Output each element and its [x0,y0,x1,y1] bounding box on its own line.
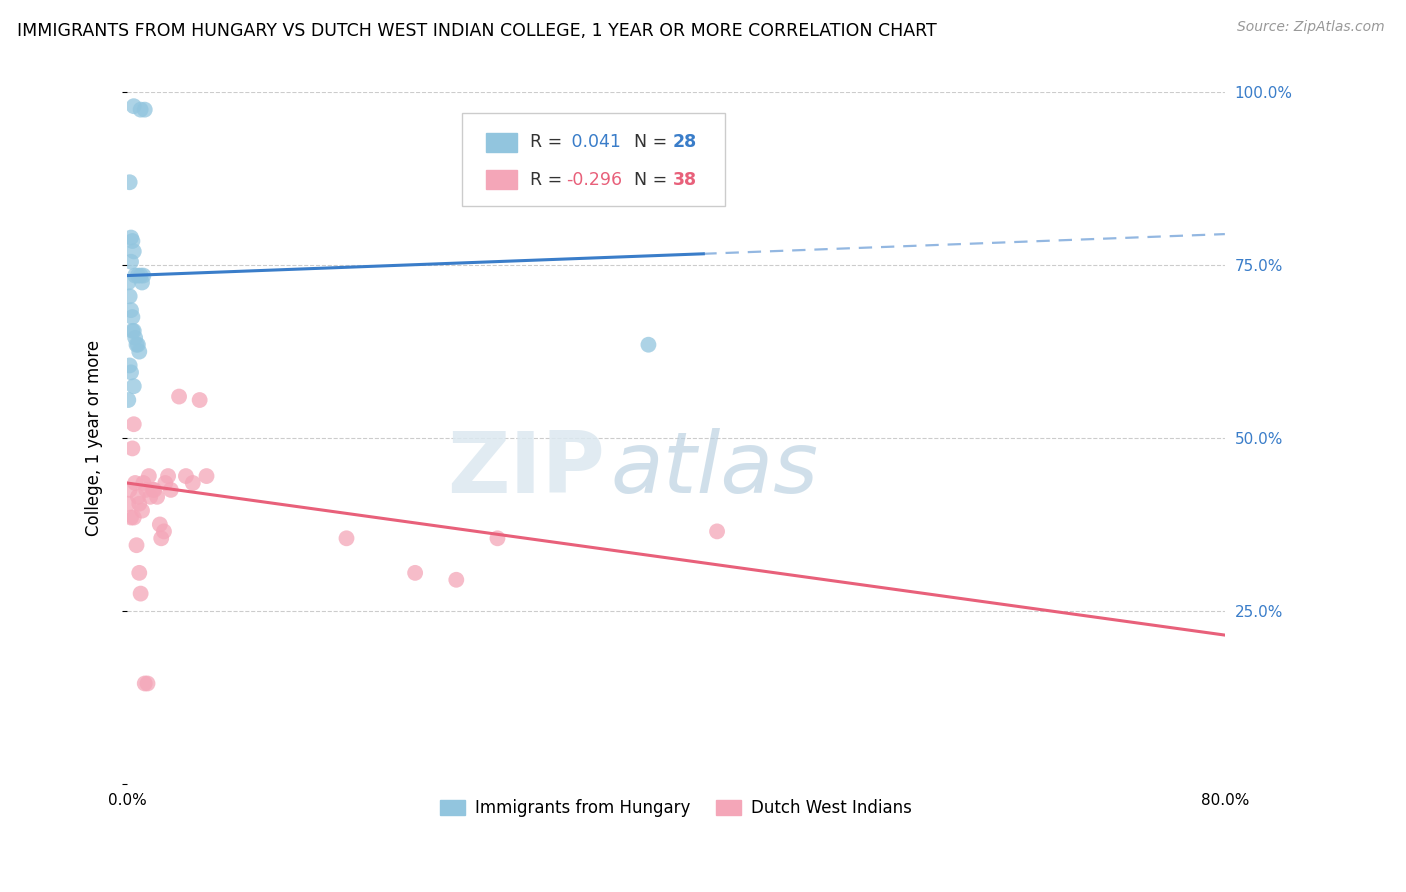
Point [706,524,728,539]
Point [117,497,139,511]
Point [128,566,150,580]
Point [129,103,152,117]
Point [131,276,153,290]
Point [404,566,426,580]
FancyBboxPatch shape [486,170,516,189]
Point [118,175,141,189]
Point [146,490,169,504]
Point [121,324,143,338]
Point [134,676,156,690]
Point [117,392,139,407]
Point [181,475,204,490]
Text: R =: R = [530,133,568,152]
Point [121,234,143,248]
Text: 0.041: 0.041 [567,133,621,152]
Text: atlas: atlas [610,427,818,510]
Text: 28: 28 [672,133,697,152]
Point [135,483,157,497]
Text: Source: ZipAtlas.com: Source: ZipAtlas.com [1237,20,1385,34]
Point [159,483,181,497]
Y-axis label: College, 1 year or more: College, 1 year or more [86,340,103,536]
Point [132,268,155,283]
Point [118,483,141,497]
Text: N =: N = [623,170,673,188]
Point [125,538,148,552]
Point [120,230,142,244]
Point [132,475,155,490]
Point [120,303,142,318]
Text: N =: N = [623,133,673,152]
Text: -0.296: -0.296 [567,170,623,188]
Point [127,337,149,351]
Point [120,254,142,268]
Point [125,337,148,351]
Point [127,268,149,283]
Point [150,531,173,545]
Point [122,324,145,338]
Point [121,442,143,456]
FancyBboxPatch shape [486,133,516,152]
Point [167,390,190,404]
FancyBboxPatch shape [461,113,725,206]
Point [122,99,145,113]
Point [122,379,145,393]
Point [157,469,180,483]
Point [120,510,142,524]
Point [136,676,159,690]
Point [138,469,160,483]
Point [486,531,509,545]
Point [637,337,659,351]
Point [195,469,218,483]
Point [124,331,146,345]
Point [124,475,146,490]
Point [335,531,357,545]
Point [122,510,145,524]
Point [118,359,141,373]
Point [134,103,156,117]
Point [120,365,142,379]
Legend: Immigrants from Hungary, Dutch West Indians: Immigrants from Hungary, Dutch West Indi… [433,792,918,824]
Point [155,475,177,490]
Text: 38: 38 [672,170,697,188]
Point [129,586,152,600]
Point [149,517,172,532]
Point [117,276,139,290]
Point [128,344,150,359]
Point [121,310,143,324]
Point [124,268,146,283]
Text: R =: R = [530,170,568,188]
Point [131,503,153,517]
Text: IMMIGRANTS FROM HUNGARY VS DUTCH WEST INDIAN COLLEGE, 1 YEAR OR MORE CORRELATION: IMMIGRANTS FROM HUNGARY VS DUTCH WEST IN… [17,22,936,40]
Point [139,490,162,504]
Point [127,490,149,504]
Point [174,469,197,483]
Point [142,483,165,497]
Point [129,268,152,283]
Point [118,289,141,303]
Point [153,524,176,539]
Point [122,244,145,259]
Text: ZIP: ZIP [447,427,605,510]
Point [122,417,145,432]
Point [143,483,166,497]
Point [128,497,150,511]
Point [446,573,468,587]
Point [188,392,211,407]
